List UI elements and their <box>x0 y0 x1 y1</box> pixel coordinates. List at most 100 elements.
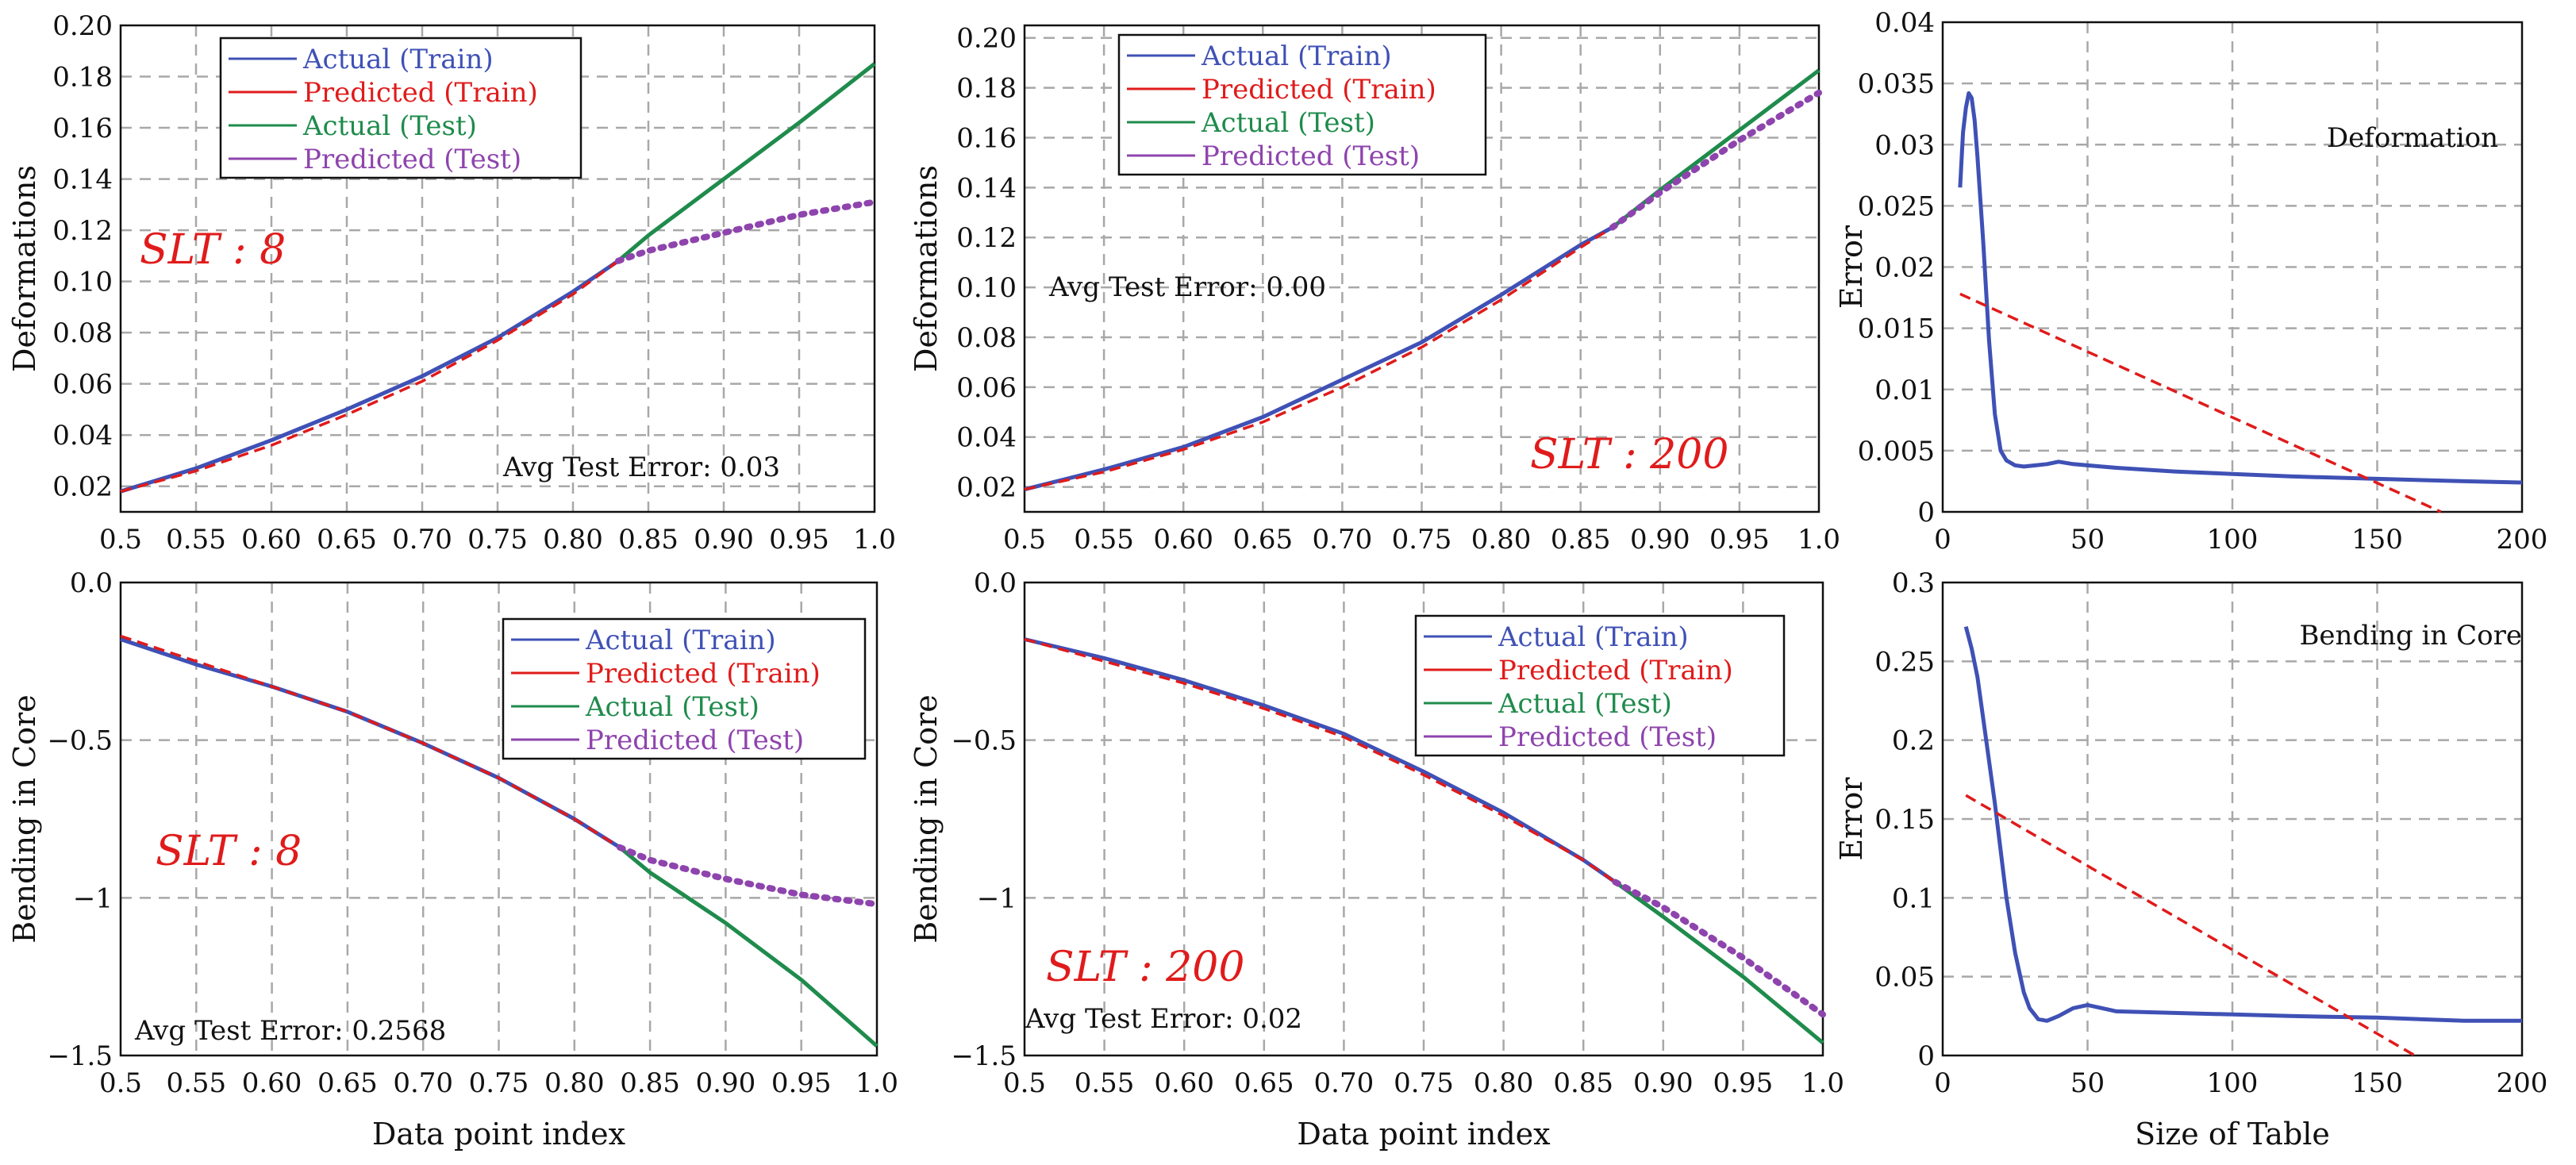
y-tick-label: 0.18 <box>956 73 1017 105</box>
y-tick-label: 0 <box>1917 1040 1935 1072</box>
slt-label: SLT : 200 <box>1046 944 1244 991</box>
y-tick-label: 0.10 <box>52 267 113 298</box>
y-tick-label: 0.02 <box>1874 252 1935 284</box>
series-line-2 <box>1965 794 2416 1057</box>
x-tick-label: 0.65 <box>317 1067 378 1099</box>
legend-box <box>1117 33 1487 176</box>
series-line-1 <box>1024 637 1617 884</box>
series-line-3 <box>618 845 879 1048</box>
legend-entry: Predicted (Train) <box>586 658 821 690</box>
x-tick-label: 0.55 <box>166 524 226 556</box>
subplot-3: 0 50 100 150 200 0 0.005 0.01 0.015 0.02 0.025 0.03… <box>1834 7 2547 556</box>
y-tick-label: 0.1 <box>1892 882 1935 914</box>
x-tick-label: 0.70 <box>1314 1067 1375 1099</box>
y-tick-label: 0.04 <box>52 420 113 452</box>
y-tick-label: 0.14 <box>956 172 1017 204</box>
series-line-3 <box>1613 880 1824 1045</box>
x-tick-label: 0.80 <box>543 524 603 556</box>
x-tick-label: 0.80 <box>544 1067 605 1099</box>
y-tick-label: 0.2 <box>1892 725 1935 757</box>
x-tick-label: 1.0 <box>855 1067 898 1099</box>
y-tick-label: 0.15 <box>1874 804 1935 836</box>
y-tick-label: 0.01 <box>1874 375 1935 406</box>
avg-test-error: Avg Test Error: 0.02 <box>1025 1003 1302 1035</box>
x-tick-label: 1.0 <box>1801 1067 1844 1099</box>
series-line-1 <box>1024 225 1613 492</box>
legend: Actual (Train)Predicted (Train)Actual (T… <box>1117 33 1487 176</box>
y-tick-label: 0.12 <box>52 215 113 247</box>
series-line-2 <box>1024 226 1613 491</box>
x-tick-label: 0.85 <box>1551 524 1611 556</box>
plot-frame <box>1023 581 1824 1057</box>
x-tick-label: 0.90 <box>1630 524 1690 556</box>
y-tick-label: 0.16 <box>52 113 113 144</box>
legend-entry: Actual (Train) <box>302 44 494 75</box>
legend: Actual (Train)Predicted (Train)Actual (T… <box>1414 614 1786 757</box>
y-tick-label: 0.10 <box>956 272 1017 304</box>
legend-entry: Predicted (Train) <box>1201 74 1436 106</box>
x-tick-label: 150 <box>2351 524 2403 556</box>
subplot-5: 0.5 0.55 0.60 0.65 0.70 0.75 0.80 0.85 0.90 0.95 1… <box>909 567 1844 1152</box>
y-tick-label: 0.02 <box>956 472 1017 504</box>
y-tick-label: 0.08 <box>52 317 113 349</box>
slt-label: SLT : 200 <box>1530 431 1728 479</box>
x-tick-label: 0.55 <box>1075 1067 1135 1099</box>
y-tick-label: 0.05 <box>1874 962 1935 994</box>
x-tick-label: 0.65 <box>1232 524 1293 556</box>
series-line-2 <box>120 634 621 849</box>
y-tick-label: 0.3 <box>1892 567 1935 599</box>
y-tick-label: 0.20 <box>52 10 113 42</box>
x-tick-label: 0.60 <box>1154 1067 1214 1099</box>
y-tick-label: 0.14 <box>52 164 113 196</box>
x-tick-label: 0.65 <box>1234 1067 1294 1099</box>
y-tick-label: −0.5 <box>47 725 113 757</box>
x-tick-label: 0.65 <box>317 524 377 556</box>
y-tick-label: −1 <box>977 882 1017 914</box>
legend-entry: Actual (Train) <box>1201 40 1392 72</box>
y-tick-label: 0.16 <box>956 122 1017 154</box>
legend-entry: Predicted (Test) <box>303 144 521 175</box>
x-tick-label: 0.75 <box>1392 524 1452 556</box>
plot-frame <box>1941 581 2524 1057</box>
y-tick-label: 0.12 <box>956 222 1017 254</box>
avg-test-error: Avg Test Error: 0.03 <box>502 452 780 483</box>
x-tick-label: 0.75 <box>1394 1067 1454 1099</box>
x-tick-label: 0.75 <box>469 1067 529 1099</box>
y-tick-label: 0.06 <box>956 372 1017 404</box>
x-tick-label: 0.90 <box>1633 1067 1694 1099</box>
y-axis-label: Bending in Core <box>909 694 944 944</box>
x-tick-label: 0.70 <box>392 524 452 556</box>
series-line-3 <box>1611 68 1821 229</box>
series-line-2 <box>1024 637 1617 883</box>
x-tick-label: 0.85 <box>620 1067 680 1099</box>
series-line-2 <box>1959 292 2442 513</box>
x-tick-label: 0.85 <box>618 524 679 556</box>
x-tick-label: 0.5 <box>99 524 142 556</box>
x-tick-label: 50 <box>2070 1067 2105 1099</box>
x-tick-label: 0 <box>1934 1067 1951 1099</box>
y-tick-label: 0.02 <box>52 471 113 503</box>
legend: Actual (Train)Predicted (Train)Actual (T… <box>502 617 867 760</box>
y-tick-label: 0.035 <box>1858 68 1935 100</box>
legend-entry: Actual (Train) <box>585 625 776 656</box>
y-tick-label: 0.005 <box>1858 436 1935 467</box>
legend-entry: Predicted (Test) <box>1201 140 1420 172</box>
x-tick-label: 0.5 <box>1003 524 1046 556</box>
legend-entry: Actual (Test) <box>1201 107 1375 139</box>
x-tick-label: 0.75 <box>467 524 528 556</box>
x-tick-label: 0.80 <box>1471 524 1532 556</box>
legend-entry: Predicted (Train) <box>1498 655 1733 686</box>
legend-entry: Predicted (Test) <box>586 725 804 756</box>
subplot-2: 0.5 0.55 0.60 0.65 0.70 0.75 0.80 0.85 0.90 0.95 1… <box>909 23 1840 556</box>
y-tick-label: 0.08 <box>956 322 1017 354</box>
x-tick-label: 100 <box>2207 1067 2259 1099</box>
subplot-4: 0.5 0.55 0.60 0.65 0.70 0.75 0.80 0.85 0.90 0.95 1… <box>7 567 898 1152</box>
y-tick-label: −1.5 <box>47 1040 113 1072</box>
series-line-3 <box>617 62 876 263</box>
slt-label: SLT : 8 <box>156 828 302 875</box>
plot-frame <box>119 24 876 513</box>
legend-entry: Actual (Test) <box>1498 688 1672 720</box>
avg-test-error: Avg Test Error: 0.00 <box>1048 271 1326 303</box>
x-tick-label: 0.60 <box>242 1067 302 1099</box>
y-tick-label: 0.04 <box>1874 7 1935 39</box>
